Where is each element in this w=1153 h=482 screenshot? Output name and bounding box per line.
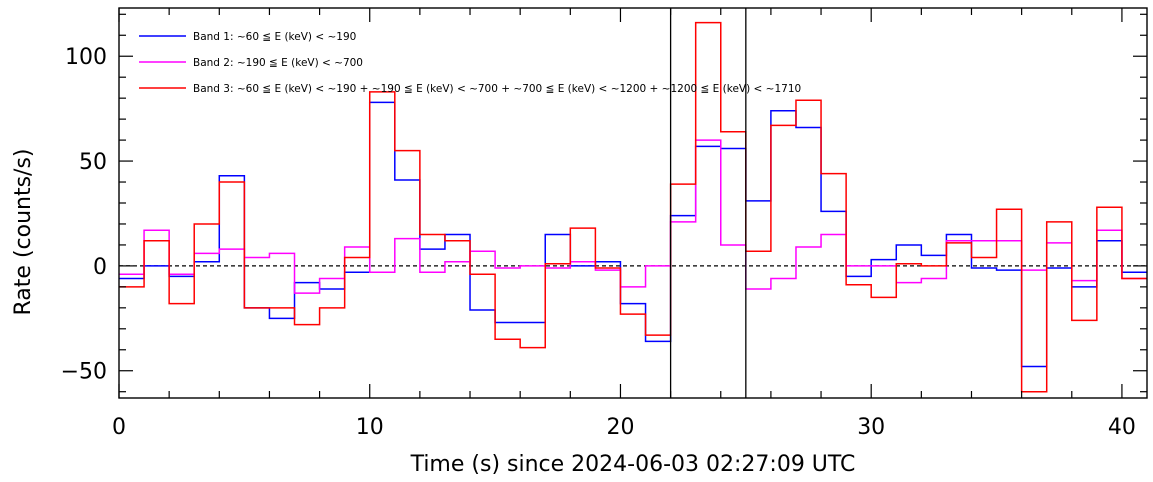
x-tick-label: 10: [356, 415, 384, 440]
x-tick-label: 40: [1108, 415, 1136, 440]
x-tick-label: 20: [606, 415, 634, 440]
legend-label-2: Band 2: ~190 ≦ E (keV) < ~700: [193, 57, 363, 69]
x-tick-label: 30: [857, 415, 885, 440]
axes: 0 10 20 30 40 −50 0 50 100: [61, 7, 1148, 440]
y-tick-label: −50: [61, 360, 107, 385]
legend-label-1: Band 1: ~60 ≦ E (keV) < ~190: [193, 31, 356, 43]
series-3-line: [119, 21, 1147, 393]
plot-content: [119, 8, 1147, 398]
legend: Band 1: ~60 ≦ E (keV) < ~190 Band 2: ~190…: [139, 31, 801, 95]
y-tick-label: 100: [65, 45, 107, 70]
y-tick-label: 0: [93, 255, 107, 280]
y-axis-title: Rate (counts/s): [11, 148, 36, 315]
x-axis-title: Time (s) since 2024-06-03 02:27:09 UTC: [410, 452, 856, 477]
x-tick-label: 0: [112, 415, 126, 440]
plot-area: [119, 8, 1147, 398]
y-tick-label: 50: [79, 150, 107, 175]
legend-label-3: Band 3: ~60 ≦ E (keV) < ~190 + ~190 ≦ E …: [193, 83, 801, 95]
